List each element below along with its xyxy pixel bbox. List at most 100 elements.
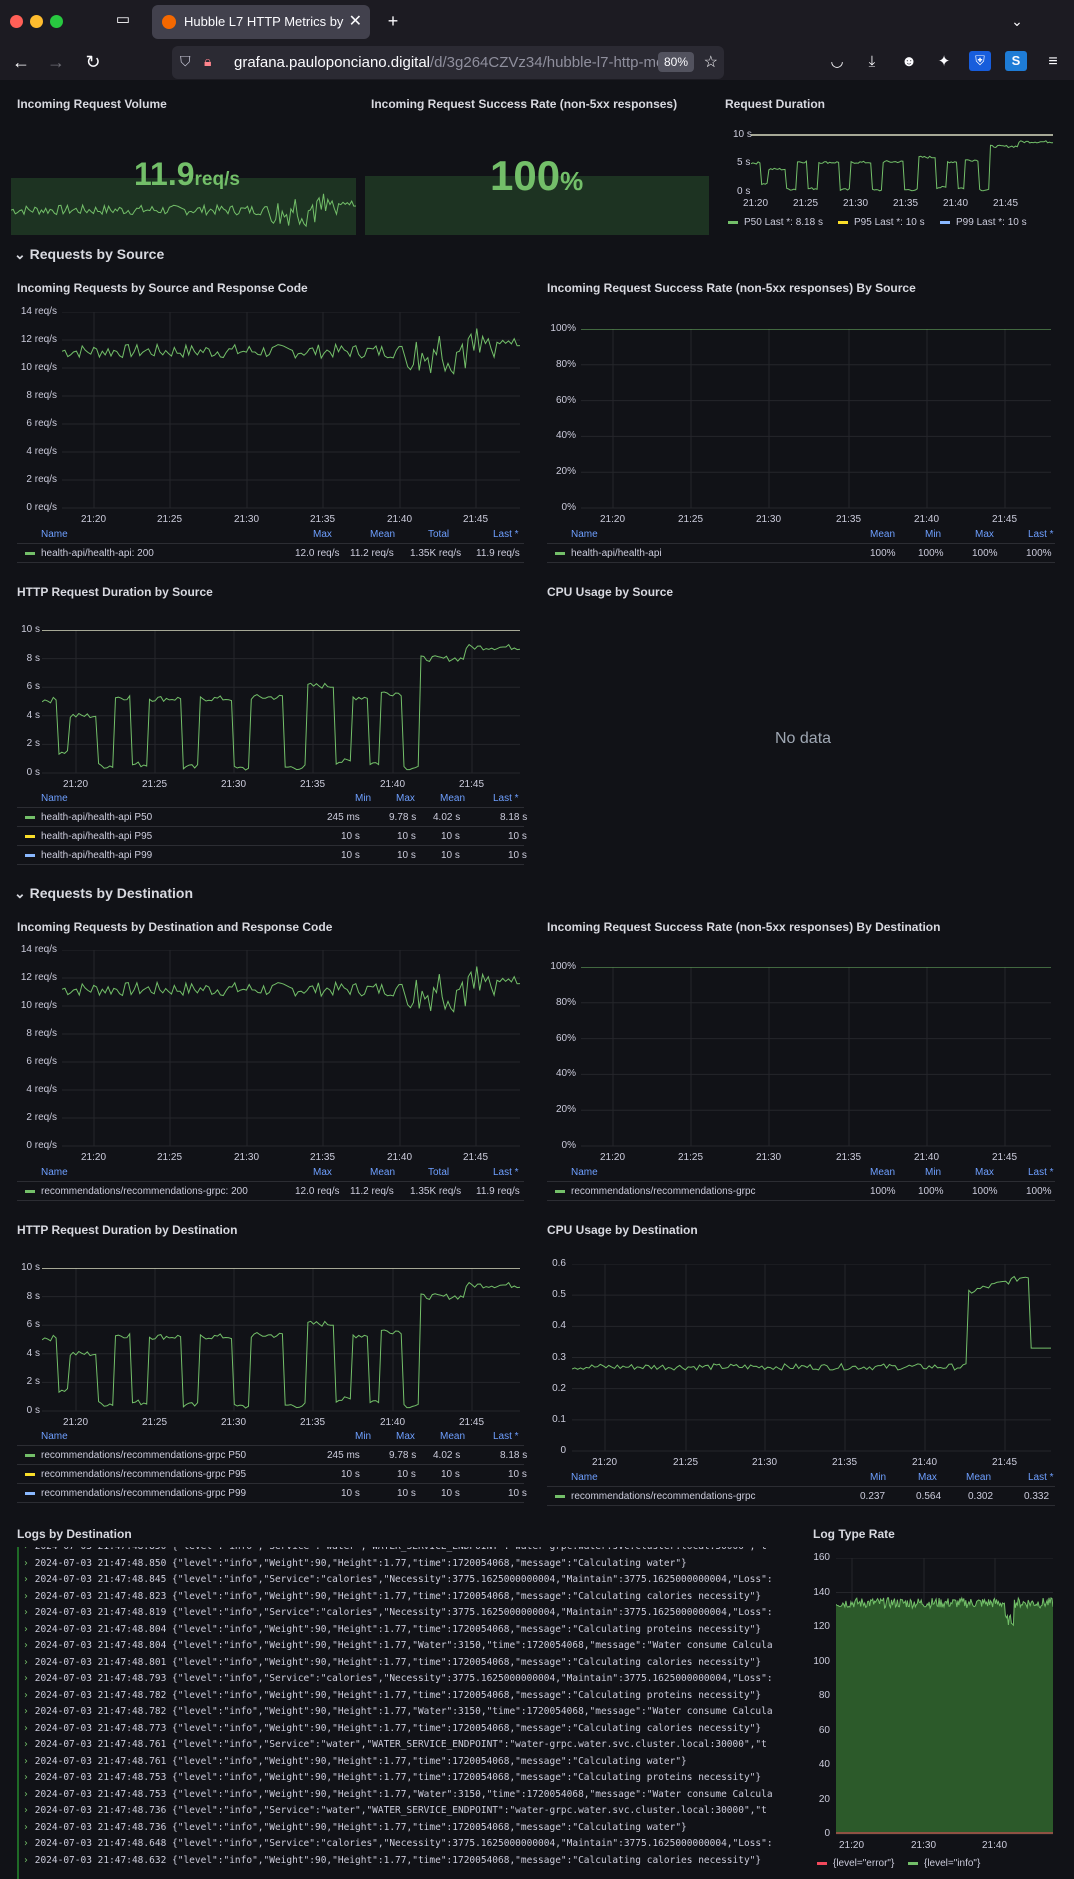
expand-chevron-icon[interactable]: › <box>23 1854 29 1866</box>
legend-header-total[interactable]: Total <box>428 529 450 540</box>
legend-header-min[interactable]: Min <box>925 1167 942 1178</box>
expand-chevron-icon[interactable]: › <box>23 1755 29 1767</box>
expand-chevron-icon[interactable]: › <box>23 1722 29 1734</box>
legend-row[interactable]: health-api/health-api <box>555 548 662 559</box>
log-line[interactable]: › 2024-07-03 21:47:48.804 {"level":"info"… <box>23 1640 793 1651</box>
expand-chevron-icon[interactable]: › <box>23 1788 29 1800</box>
legend-header-name[interactable]: Name <box>571 1472 598 1483</box>
shield-icon[interactable]: ⛉ <box>180 53 191 69</box>
legend-header-last[interactable]: Last * <box>493 529 519 540</box>
duration-legend-p95[interactable]: P95 Last *: 10 s <box>838 217 925 228</box>
log-line[interactable]: › 2024-07-03 21:47:48.782 {"level":"info"… <box>23 1690 793 1701</box>
back-icon[interactable]: ← <box>12 52 30 72</box>
log-line[interactable]: › 2024-07-03 21:47:48.761 {"level":"info"… <box>23 1756 793 1767</box>
legend-header-mean[interactable]: Mean <box>870 1167 896 1178</box>
pocket-icon[interactable]: ◡ <box>830 53 844 70</box>
legend-header-max[interactable]: Max <box>918 1472 937 1483</box>
row-requests-by-destination[interactable]: ⌄ Requests by Destination <box>14 885 193 901</box>
minimize-window-icon[interactable] <box>30 15 43 28</box>
legend-header-min[interactable]: Min <box>870 1472 887 1483</box>
legend-header-name[interactable]: Name <box>41 1167 68 1178</box>
legend-header-total[interactable]: Total <box>428 1167 450 1178</box>
legend-header-last[interactable]: Last * <box>1028 529 1054 540</box>
legend-header-name[interactable]: Name <box>41 529 68 540</box>
legend-row[interactable]: recommendations/recommendations-grpc P50 <box>25 1450 246 1461</box>
menu-icon[interactable]: ≡ <box>1048 53 1058 70</box>
log-line[interactable]: › 2024-07-03 21:47:48.753 {"level":"info"… <box>23 1772 793 1783</box>
lock-icon[interactable]: 🔒︎ <box>204 53 212 69</box>
log-line[interactable]: › 2024-07-03 21:47:48.823 {"level":"info"… <box>23 1591 793 1602</box>
expand-chevron-icon[interactable]: › <box>23 1640 29 1651</box>
legend-row[interactable]: health-api/health-api P50 <box>25 812 152 823</box>
legend-row[interactable]: recommendations/recommendations-grpc P95 <box>25 1469 246 1480</box>
legend-header-max[interactable]: Max <box>313 529 332 540</box>
legend-row[interactable]: recommendations/recommendations-grpc <box>555 1491 756 1502</box>
legend-row[interactable]: health-api/health-api P99 <box>25 850 152 861</box>
browser-tab[interactable]: Hubble L7 HTTP Metrics by Wor ✕ <box>152 5 370 39</box>
expand-chevron-icon[interactable]: › <box>23 1607 29 1618</box>
zoom-badge[interactable]: 80% <box>657 52 694 72</box>
row-requests-by-source[interactable]: ⌄ Requests by Source <box>14 246 165 262</box>
legend-header-max[interactable]: Max <box>396 1431 415 1442</box>
duration-legend-p99[interactable]: P99 Last *: 10 s <box>940 217 1027 228</box>
legend-header-name[interactable]: Name <box>571 1167 598 1178</box>
log-line[interactable]: › 2024-07-03 21:47:48.648 {"level":"info"… <box>23 1838 793 1849</box>
expand-chevron-icon[interactable]: › <box>23 1689 29 1701</box>
log-line[interactable]: › 2024-07-03 21:47:48.761 {"level":"info"… <box>23 1739 793 1750</box>
legend-row[interactable]: recommendations/recommendations-grpc <box>555 1186 756 1197</box>
log-line[interactable]: › 2024-07-03 21:47:48.804 {"level":"info"… <box>23 1624 793 1635</box>
tab-overview-icon[interactable]: ▭ <box>115 11 131 28</box>
legend-header-last[interactable]: Last * <box>1028 1167 1054 1178</box>
address-bar[interactable]: ⛉ 🔒︎ grafana.pauloponciano.digital/d/3g2… <box>172 46 724 79</box>
legend-header-name[interactable]: Name <box>571 529 598 540</box>
legend-header-name[interactable]: Name <box>41 793 68 804</box>
expand-chevron-icon[interactable]: › <box>23 1805 29 1816</box>
log-line[interactable]: › 2024-07-03 21:47:48.819 {"level":"info"… <box>23 1607 793 1618</box>
log-line[interactable]: › 2024-07-03 21:47:48.632 {"level":"info"… <box>23 1855 793 1866</box>
expand-chevron-icon[interactable]: › <box>23 1739 29 1750</box>
legend-header-min[interactable]: Min <box>925 529 942 540</box>
legend-info[interactable]: {level="info"} <box>908 1858 980 1869</box>
extensions-icon[interactable]: ✦ <box>937 53 951 70</box>
log-line[interactable]: › 2024-07-03 21:47:48.845 {"level":"info"… <box>23 1574 793 1585</box>
expand-chevron-icon[interactable]: › <box>23 1574 29 1585</box>
reload-icon[interactable]: ↻ <box>85 52 101 72</box>
log-line[interactable]: › 2024-07-03 21:47:48.736 {"level":"info"… <box>23 1822 793 1833</box>
log-line[interactable]: › 2024-07-03 21:47:48.793 {"level":"info"… <box>23 1673 793 1684</box>
expand-chevron-icon[interactable]: › <box>23 1547 29 1552</box>
bookmark-star-icon[interactable]: ☆ <box>703 54 718 71</box>
downloads-icon[interactable]: ⤓ <box>868 53 876 70</box>
expand-chevron-icon[interactable]: › <box>23 1623 29 1635</box>
legend-header-max[interactable]: Max <box>975 1167 994 1178</box>
expand-chevron-icon[interactable]: › <box>23 1772 29 1783</box>
legend-header-last[interactable]: Last * <box>493 793 519 804</box>
s-extension-icon[interactable]: S <box>1005 51 1027 71</box>
legend-row[interactable]: health-api/health-api: 200 <box>25 548 154 559</box>
legend-header-mean[interactable]: Mean <box>870 529 896 540</box>
expand-chevron-icon[interactable]: › <box>23 1673 29 1684</box>
legend-header-mean[interactable]: Mean <box>966 1472 992 1483</box>
legend-row[interactable]: recommendations/recommendations-grpc: 20… <box>25 1186 248 1197</box>
legend-header-last[interactable]: Last * <box>1028 1472 1054 1483</box>
legend-header-last[interactable]: Last * <box>493 1167 519 1178</box>
legend-header-mean[interactable]: Mean <box>370 529 396 540</box>
expand-chevron-icon[interactable]: › <box>23 1557 29 1569</box>
log-line[interactable]: › 2024-07-03 21:47:48.782 {"level":"info"… <box>23 1706 793 1717</box>
close-tab-icon[interactable]: ✕ <box>348 13 362 30</box>
legend-row[interactable]: health-api/health-api P95 <box>25 831 152 842</box>
tab-list-chevron-icon[interactable]: ⌄ <box>1011 13 1023 29</box>
log-line[interactable]: › 2024-07-03 21:47:48.753 {"level":"info"… <box>23 1789 793 1800</box>
expand-chevron-icon[interactable]: › <box>23 1656 29 1668</box>
new-tab-icon[interactable]: + <box>387 11 399 31</box>
bitwarden-icon[interactable]: ⛨ <box>969 51 991 71</box>
legend-header-min[interactable]: Min <box>355 793 372 804</box>
legend-header-max[interactable]: Max <box>975 529 994 540</box>
expand-chevron-icon[interactable]: › <box>23 1706 29 1717</box>
legend-header-max[interactable]: Max <box>396 793 415 804</box>
log-line[interactable]: › 2024-07-03 21:47:48.736 {"level":"info"… <box>23 1805 793 1816</box>
legend-header-last[interactable]: Last * <box>493 1431 519 1442</box>
forward-icon[interactable]: → <box>47 52 65 72</box>
log-line[interactable]: › 2024-07-03 21:47:48.850 {"level":"info"… <box>23 1558 793 1569</box>
legend-header-mean[interactable]: Mean <box>440 793 466 804</box>
legend-header-max[interactable]: Max <box>313 1167 332 1178</box>
